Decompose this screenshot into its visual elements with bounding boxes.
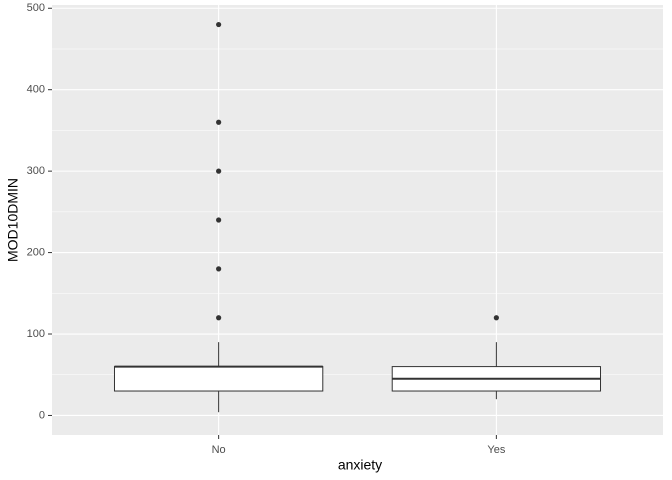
y-tick-label: 300 [27, 165, 45, 177]
outlier [216, 217, 222, 223]
y-axis-title: MOD10DMIN [5, 178, 21, 262]
box [113, 366, 324, 392]
y-tick-label: 100 [27, 328, 45, 340]
y-tick-label: 200 [27, 246, 45, 258]
y-tick-label: 400 [27, 84, 45, 96]
x-tick-label: No [212, 444, 226, 456]
outlier [216, 21, 222, 28]
plot-panel [52, 5, 663, 435]
x-tick-label: Yes [487, 444, 505, 456]
x-axis-title: anxiety [338, 457, 382, 473]
outlier [216, 315, 222, 321]
outlier [216, 119, 222, 125]
y-tick-label: 500 [27, 2, 45, 14]
outlier [216, 168, 222, 174]
y-tick-label: 0 [39, 409, 45, 421]
outlier [216, 266, 222, 272]
outlier [493, 315, 499, 321]
